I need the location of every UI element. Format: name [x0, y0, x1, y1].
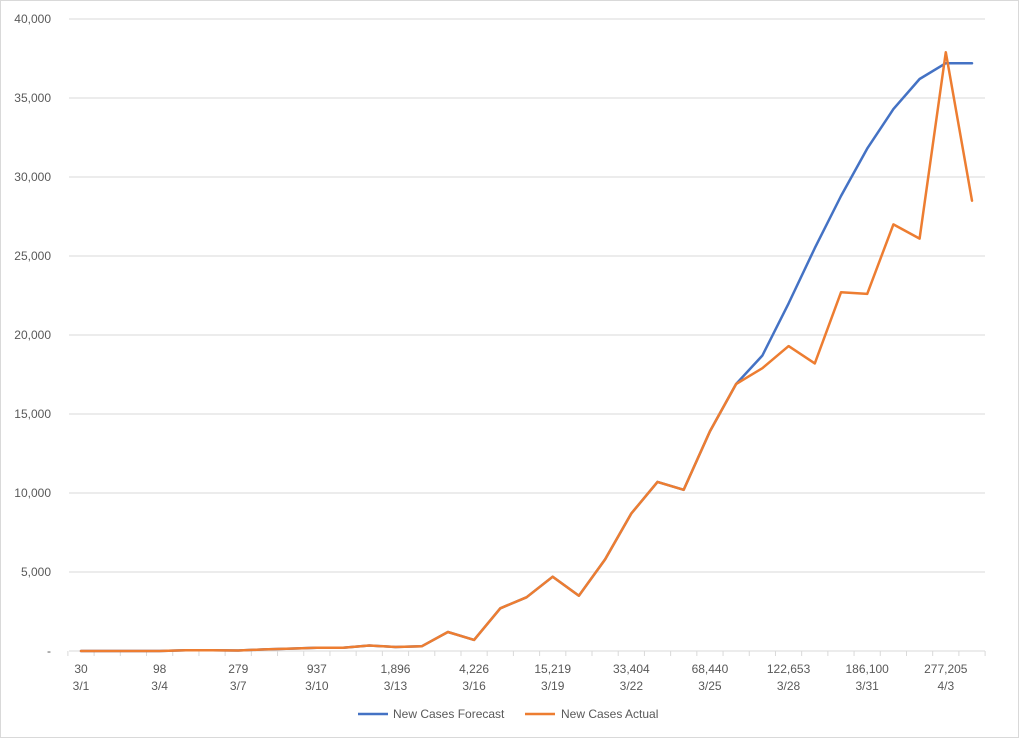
- x-tick-label-value: 30: [74, 662, 88, 676]
- axes: - 5,000 10,000 15,000 20,000 25,000 30,000 35,0…: [14, 12, 986, 693]
- x-tick-label-date: 4/3: [937, 679, 954, 693]
- x-tick-label-date: 3/16: [462, 679, 486, 693]
- y-tick-label: 25,000: [14, 249, 51, 263]
- x-tick-label-date: 3/13: [384, 679, 408, 693]
- x-tick-label-value: 98: [153, 662, 167, 676]
- x-tick-label-date: 3/31: [855, 679, 879, 693]
- y-tick-label: 10,000: [14, 486, 51, 500]
- y-tick-label: 40,000: [14, 12, 51, 26]
- gridlines: [69, 18, 985, 573]
- y-tick-label: 35,000: [14, 91, 51, 105]
- x-tick-label-value: 15,219: [534, 662, 571, 676]
- x-tick-label-date: 3/28: [777, 679, 801, 693]
- legend-label: New Cases Forecast: [393, 707, 505, 721]
- legend: New Cases Forecast New Cases Actual: [358, 707, 658, 721]
- x-tick-label-value: 937: [307, 662, 327, 676]
- y-tick-label: 15,000: [14, 407, 51, 421]
- y-tick-label: 30,000: [14, 170, 51, 184]
- x-tick-label-value: 68,440: [692, 662, 729, 676]
- legend-label: New Cases Actual: [561, 707, 658, 721]
- y-tick-label: 20,000: [14, 328, 51, 342]
- x-tick-label-value: 4,226: [459, 662, 489, 676]
- x-tick-label-value: 1,896: [380, 662, 410, 676]
- x-tick-label-date: 3/25: [698, 679, 722, 693]
- y-tick-label: 5,000: [21, 565, 51, 579]
- x-tick-label-date: 3/1: [73, 679, 90, 693]
- x-tick-label-date: 3/4: [151, 679, 168, 693]
- series-lines: [79, 50, 974, 653]
- y-tick-label: -: [47, 644, 51, 658]
- x-tick-label-value: 279: [228, 662, 248, 676]
- x-tick-label-value: 186,100: [845, 662, 889, 676]
- x-tick-label-date: 3/19: [541, 679, 565, 693]
- series-line-forecast: [79, 61, 974, 653]
- x-tick-label-value: 122,653: [767, 662, 811, 676]
- x-tick-label-date: 3/22: [620, 679, 644, 693]
- x-tick-label-value: 277,205: [924, 662, 968, 676]
- x-tick-label-value: 33,404: [613, 662, 650, 676]
- series-line-actual: [79, 50, 974, 653]
- x-tick-label-date: 3/10: [305, 679, 329, 693]
- x-tick-label-date: 3/7: [230, 679, 247, 693]
